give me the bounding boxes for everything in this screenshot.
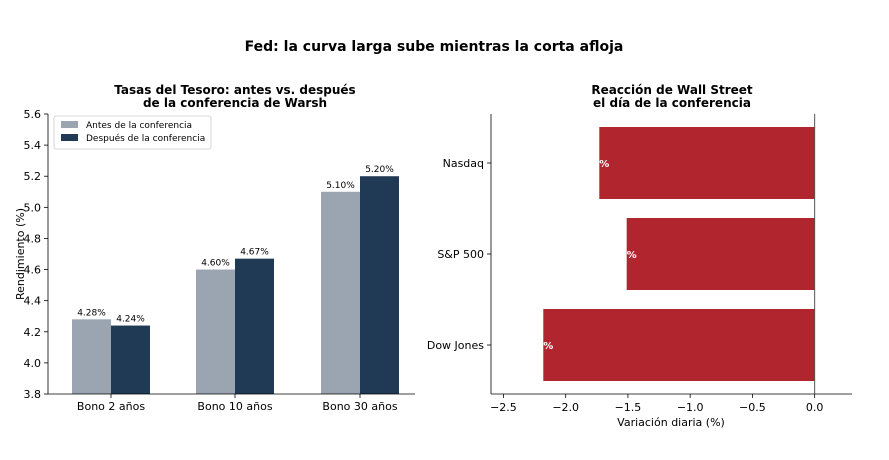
x-tick-label: Bono 10 años	[197, 400, 272, 413]
x-tick-label: −2.5	[490, 401, 517, 414]
y-tick-label: 5.0	[24, 201, 42, 214]
hbar-3	[543, 309, 815, 381]
x-tick-label: −0.5	[739, 401, 766, 414]
y-tick-label: 3.8	[24, 388, 42, 401]
data-label-antes-3: 5.10%	[326, 181, 355, 191]
hbar-label-1: %	[599, 159, 609, 170]
y-tick-label: 4.0	[24, 357, 42, 370]
y-tick-label: 5.4	[24, 139, 42, 152]
treasury-y-axis-label: Rendimiento (%)	[14, 208, 27, 300]
y-tick-label: Dow Jones	[427, 339, 484, 352]
treasury-bars: 4.28% 4.60% 5.10% 4.24% 4.67% 5.20%	[72, 165, 399, 394]
y-tick-label: 4.4	[24, 295, 42, 308]
wall-street-bars: %%%	[543, 127, 815, 381]
hbar-1	[599, 127, 815, 199]
hbar-label-2: %	[627, 250, 637, 261]
treasury-chart-title-line-2: de la conferencia de Warsh	[143, 96, 327, 110]
wall-street-chart-title-line-2: el día de la conferencia	[593, 96, 751, 110]
y-tick-label: 4.8	[24, 232, 42, 245]
wall-street-x-axis-label: Variación diaria (%)	[617, 416, 725, 429]
bar-antes-3	[321, 191, 360, 394]
legend-frame	[53, 115, 212, 150]
bar-despues-3	[360, 176, 399, 394]
data-label-despues-2: 4.67%	[240, 248, 269, 258]
bar-antes-2	[196, 269, 235, 394]
legend-label-antes: Antes de la conferencia	[86, 121, 192, 131]
data-label-antes-1: 4.28%	[77, 308, 106, 318]
legend-swatch-antes	[61, 121, 78, 128]
y-tick-label: 5.2	[24, 170, 42, 183]
treasury-chart-title-line-1: Tasas del Tesoro: antes vs. después	[114, 83, 355, 97]
y-tick-label: 4.6	[24, 264, 42, 277]
y-tick-label: Nasdaq	[443, 157, 484, 170]
treasury-x-axis: Bono 2 años Bono 10 años Bono 30 años	[77, 394, 398, 413]
y-tick-label: 4.2	[24, 326, 42, 339]
x-tick-label: Bono 2 años	[77, 400, 145, 413]
treasury-yields-chart: Tasas del Tesoro: antes vs. después de l…	[14, 83, 415, 413]
wall-street-chart: Reacción de Wall Street el día de la con…	[427, 83, 852, 429]
data-label-antes-2: 4.60%	[201, 259, 230, 269]
bar-antes-1	[72, 319, 111, 394]
x-tick-label: −1.5	[615, 401, 642, 414]
wall-street-x-axis: −2.5 −2.0 −1.5 −1.0 −0.5 0.0	[490, 394, 823, 414]
wall-street-y-axis: Nasdaq S&P 500 Dow Jones	[427, 157, 491, 352]
treasury-y-axis: 3.8 4.0 4.2 4.4 4.6 4.8 5.0 5.2 5.4 5.6	[24, 108, 48, 401]
hbar-2	[626, 218, 815, 290]
x-tick-label: Bono 30 años	[322, 400, 397, 413]
x-tick-label: −1.0	[677, 401, 704, 414]
data-label-despues-3: 5.20%	[365, 165, 394, 175]
wall-street-chart-title-line-1: Reacción de Wall Street	[591, 83, 753, 97]
y-tick-label: 5.6	[24, 108, 42, 121]
y-tick-label: S&P 500	[437, 248, 484, 261]
hbar-label-3: %	[543, 341, 553, 352]
bar-despues-2	[235, 258, 274, 394]
legend-swatch-despues	[61, 134, 78, 141]
x-tick-label: 0.0	[806, 401, 824, 414]
figure-title: Fed: la curva larga sube mientras la cor…	[245, 39, 624, 55]
bar-despues-1	[111, 325, 150, 394]
data-label-despues-1: 4.24%	[116, 315, 145, 325]
x-tick-label: −2.0	[552, 401, 579, 414]
legend-label-despues: Después de la conferencia	[86, 133, 205, 144]
treasury-legend: Antes de la conferencia Después de la co…	[53, 115, 212, 150]
